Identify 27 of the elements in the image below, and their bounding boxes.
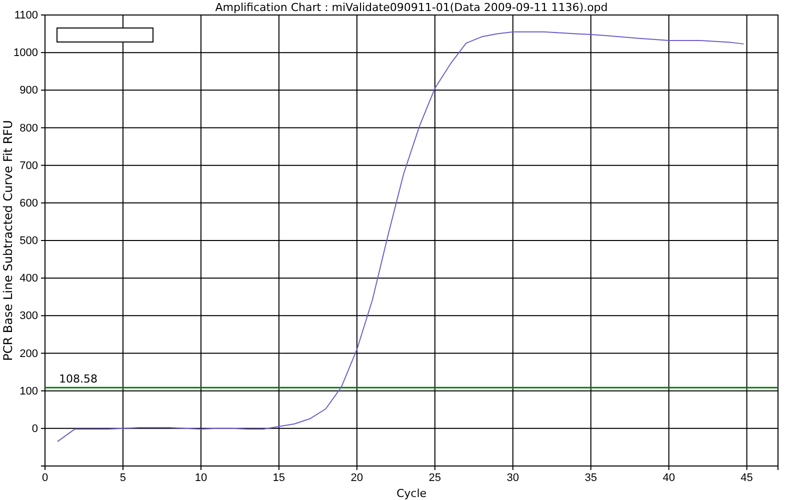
- y-axis-title: PCR Base Line Subtracted Curve Fit RFU: [1, 120, 15, 361]
- x-tick-label: 45: [740, 472, 753, 484]
- x-tick-label: 15: [272, 472, 286, 484]
- y-tick-label: 100: [20, 385, 38, 398]
- x-tick-label: 40: [662, 472, 675, 484]
- y-tick-label: 900: [20, 84, 38, 97]
- y-tick-label: 400: [20, 272, 38, 285]
- x-tick-label: 20: [350, 472, 364, 484]
- x-tick-label: 25: [428, 472, 442, 484]
- y-tick-label: 700: [20, 160, 38, 172]
- y-tick-label: 1000: [14, 47, 38, 60]
- x-tick-label: 5: [120, 472, 126, 484]
- ref-line-label: 108.58: [59, 372, 98, 386]
- line-series: [56, 31, 744, 442]
- x-tick-label: 10: [194, 472, 208, 484]
- y-tick-label: 0: [32, 422, 38, 435]
- y-tick-label: 600: [20, 197, 38, 210]
- y-tick-label: 1100: [14, 10, 38, 22]
- x-tick-label: 30: [506, 472, 519, 484]
- y-tick-label: 500: [20, 235, 38, 248]
- y-tick-label: 800: [20, 122, 38, 134]
- x-axis-title: Cycle: [396, 487, 427, 500]
- y-tick-label: 200: [20, 348, 38, 360]
- y-tick-label: 300: [20, 310, 38, 322]
- x-tick-label: 0: [42, 472, 48, 484]
- x-tick-label: 35: [584, 472, 597, 484]
- chart-title: Amplification Chart : miValidate090911-01(Data 2009-09-11 1136).opd: [215, 1, 608, 14]
